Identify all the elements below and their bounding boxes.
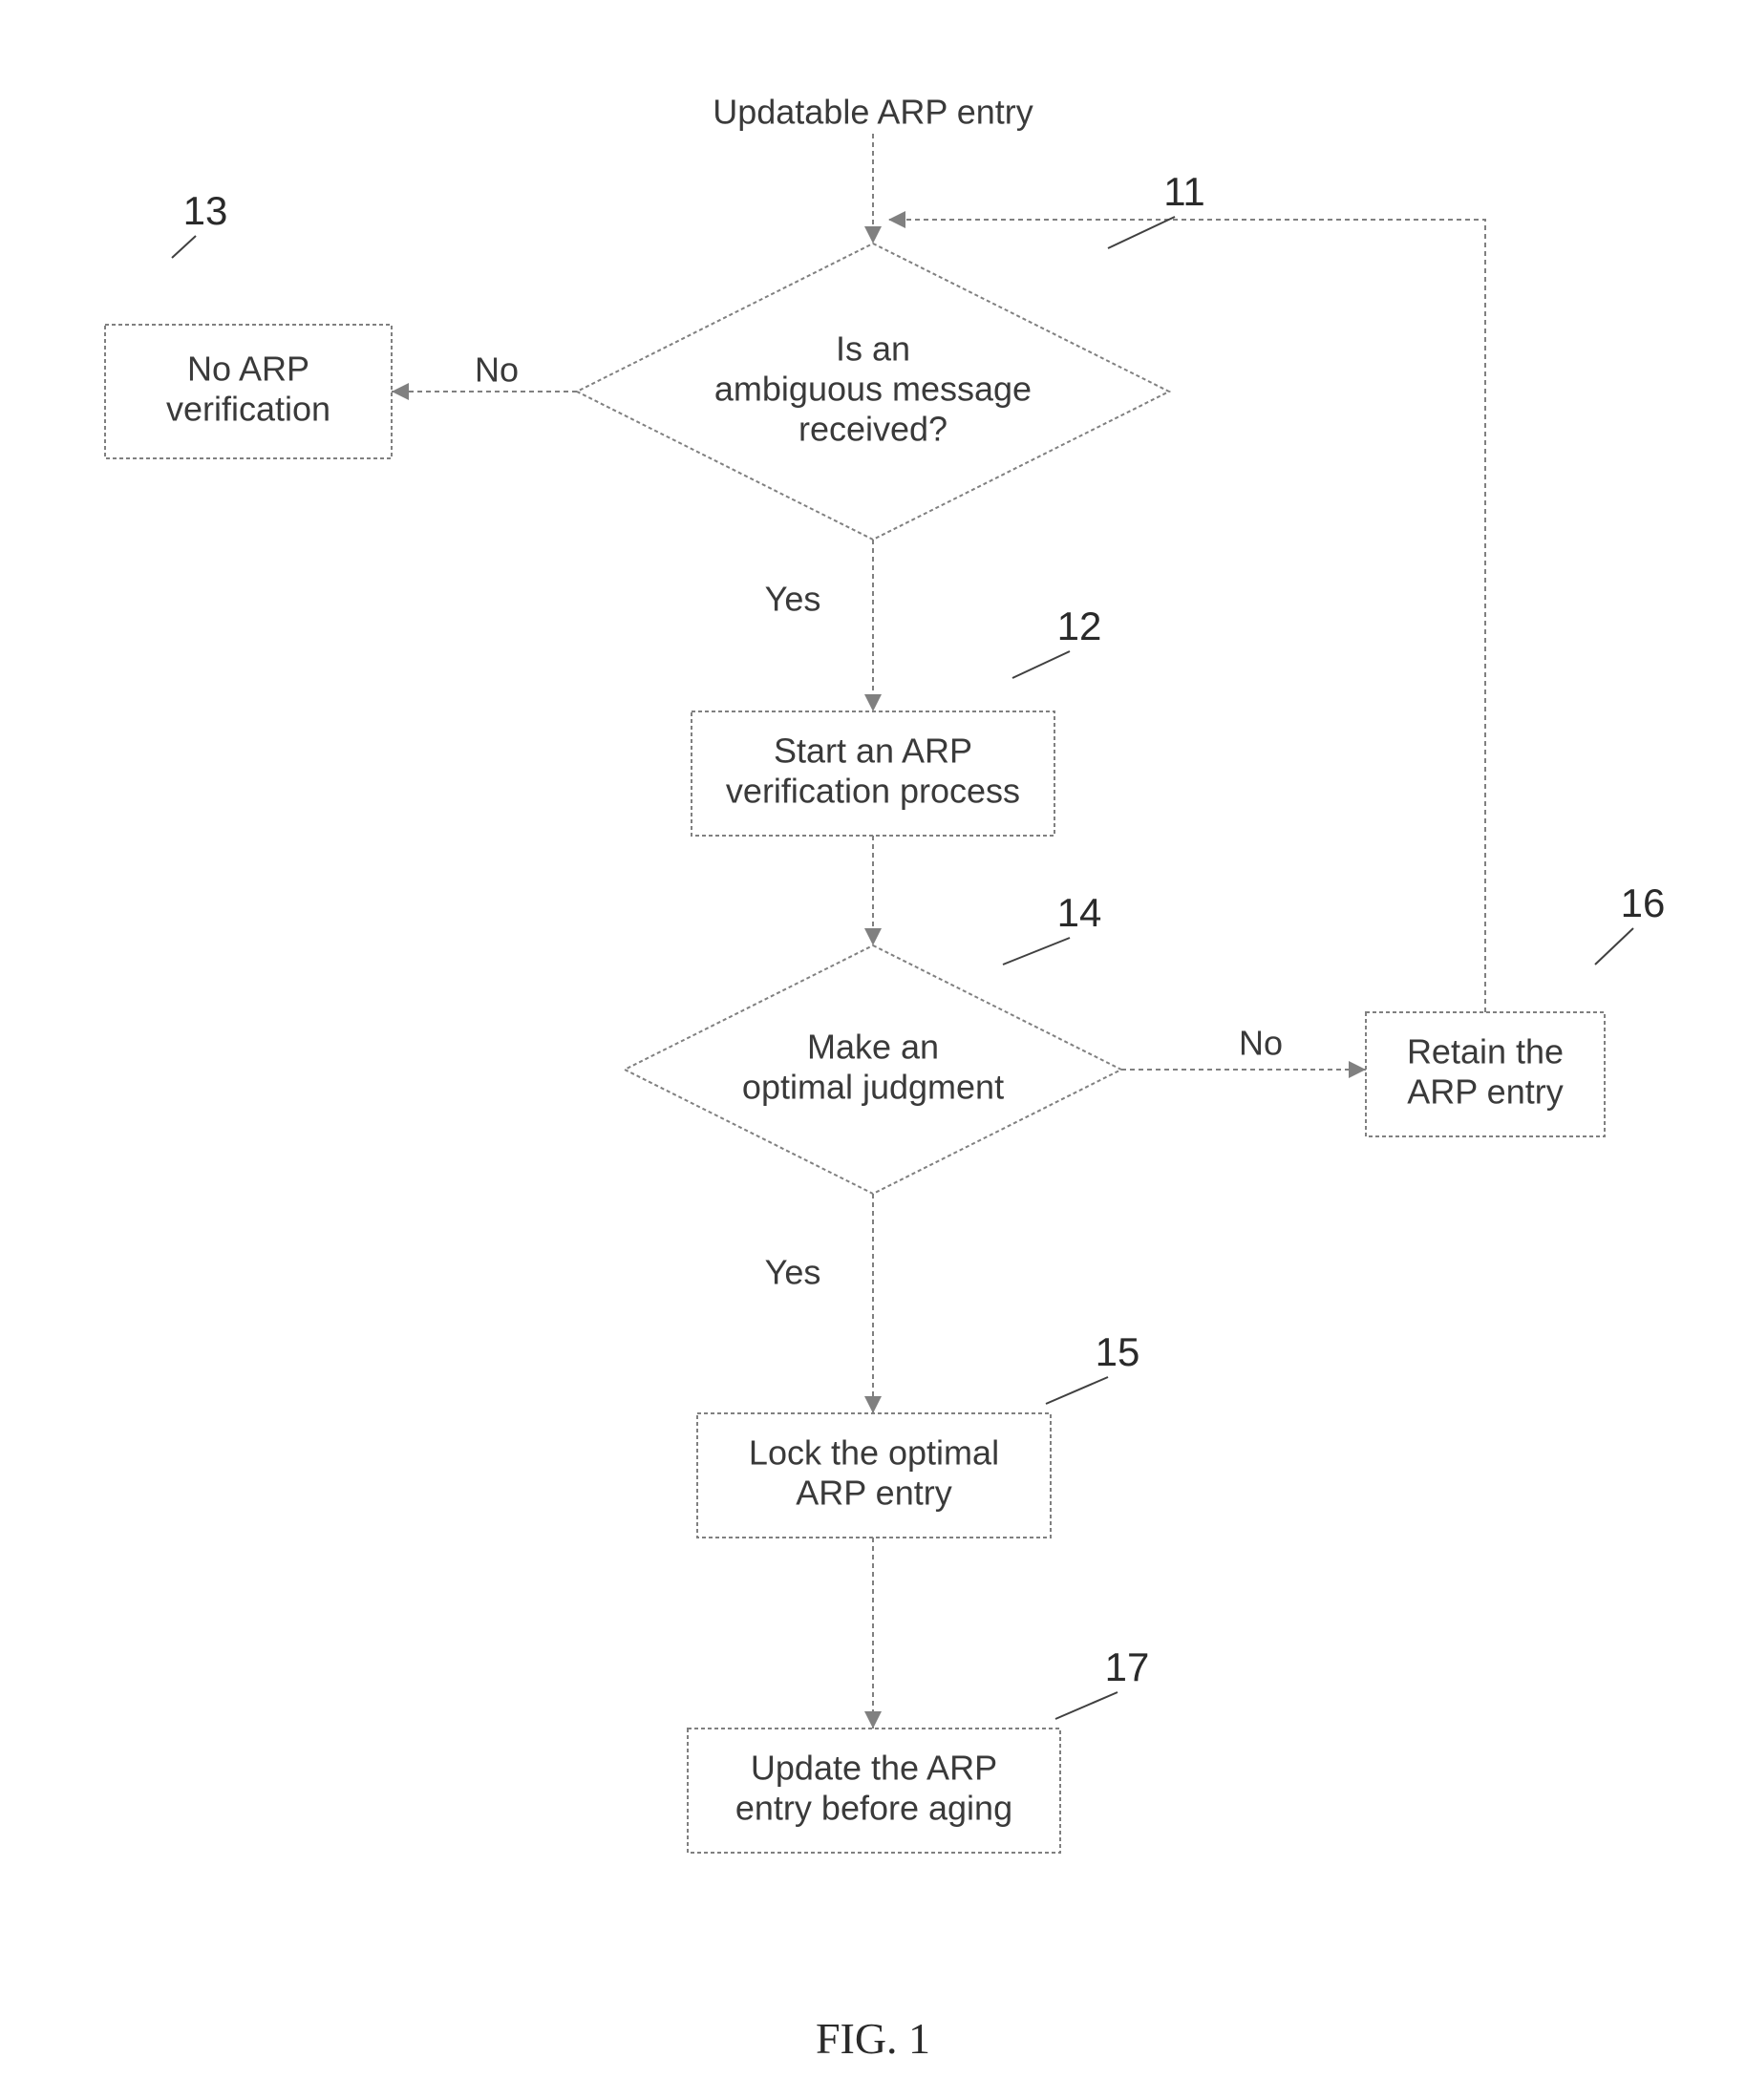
callout-line [1055,1692,1118,1719]
node-text: Start an ARP [774,732,972,771]
arrowhead [864,1396,882,1413]
edge-label: Yes [765,580,821,619]
callout-number: 12 [1057,604,1102,648]
node-text: ambiguous message [714,370,1032,409]
callout-line [1003,938,1070,965]
callout-number: 14 [1057,890,1102,935]
node-text: entry before aging [735,1789,1012,1828]
node-text: optimal judgment [742,1068,1004,1107]
callout-line [1595,928,1633,965]
node-text: Lock the optimal [749,1433,999,1473]
flowchart-canvas: Updatable ARP entry No Yes No Yes Is anambigu… [0,0,1746,2100]
edge-label: No [1239,1024,1283,1063]
arrowhead [864,694,882,711]
node-text: verification [166,390,330,429]
node-text: received? [798,410,948,449]
node-text: Make an [807,1028,939,1067]
node-text: ARP entry [1407,1072,1563,1112]
node-text: verification process [726,772,1020,811]
callout-line [1046,1377,1108,1404]
node-text: No ARP [187,350,309,389]
callout-line [172,236,196,258]
arrowhead [392,383,409,400]
callout-number: 13 [183,188,228,233]
callout-line [1108,217,1175,248]
callout-line [1012,651,1070,678]
node-text: Is an [836,329,910,369]
arrowhead [864,928,882,945]
node-text: ARP entry [796,1474,951,1513]
callout-number: 11 [1163,169,1205,214]
arrowhead [864,1711,882,1729]
start-label: Updatable ARP entry [713,93,1033,132]
arrowhead [888,211,905,228]
node-text: Retain the [1407,1032,1564,1071]
edge-label: Yes [765,1253,821,1292]
arrowhead [1349,1061,1366,1078]
node-text: Update the ARP [751,1749,997,1788]
callout-number: 16 [1621,880,1666,925]
callout-number: 15 [1096,1329,1140,1374]
figure-caption: FIG. 1 [816,2014,930,2063]
callout-number: 17 [1105,1644,1150,1689]
edge-label: No [475,350,519,390]
arrowhead [864,226,882,244]
